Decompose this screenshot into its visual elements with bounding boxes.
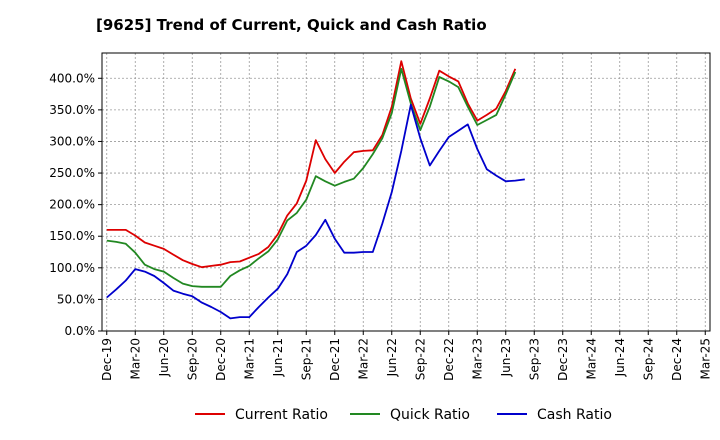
y-tick-label: 250.0% [49,166,95,180]
series-line-quick-ratio [106,67,517,288]
x-tick-label: Sep-22 [413,338,427,380]
y-tick-label: 400.0% [49,71,95,85]
x-tick-label: Dec-19 [100,338,114,381]
x-tick-label: Jun-23 [499,338,513,377]
y-tick-label: 50.0% [57,292,95,306]
x-tick-label: Mar-20 [128,338,142,379]
x-tick-label: Dec-21 [328,338,342,381]
x-tick-label: Dec-22 [442,338,456,381]
x-tick-label: Sep-20 [185,338,199,380]
x-axis-ticks: Dec-19 Mar-20 Jun-20 Sep-20 Dec-20 Mar-21 Jun-… [100,331,712,381]
x-tick-label: Sep-21 [299,338,313,380]
x-tick-label: Dec-20 [214,338,228,381]
plot-area [102,53,710,331]
x-tick-label: Jun-24 [613,338,627,377]
x-tick-label: Dec-23 [556,338,570,381]
x-tick-label: Jun-21 [271,338,285,377]
y-tick-label: 0.0% [65,324,96,338]
x-tick-label: Jun-22 [385,338,399,377]
series-line-cash-ratio [106,103,525,320]
x-tick-label: Mar-25 [698,338,712,379]
grid-lines [102,53,710,332]
legend-label-current-ratio: Current Ratio [235,407,328,423]
legend: Current Ratio Quick Ratio Cash Ratio [195,407,612,423]
legend-label-cash-ratio: Cash Ratio [537,407,612,423]
plot-border [101,52,711,332]
y-tick-label: 200.0% [49,198,95,212]
y-tick-label: 150.0% [49,229,95,243]
x-tick-label: Mar-24 [584,338,598,379]
x-tick-label: Sep-24 [641,338,655,380]
x-tick-label: Mar-22 [356,338,370,379]
chart-title: [9625] Trend of Current, Quick and Cash … [96,16,487,34]
y-tick-label: 350.0% [49,103,95,117]
x-tick-label: Dec-24 [670,338,684,381]
y-axis-ticks: 0.0% 50.0% 100.0% 150.0% 200.0% 250.0% 300.0% 3… [49,71,102,338]
x-tick-label: Mar-21 [242,338,256,379]
x-tick-label: Sep-23 [527,338,541,380]
x-tick-label: Mar-23 [470,338,484,379]
legend-label-quick-ratio: Quick Ratio [390,407,470,423]
series-line-current-ratio [106,60,517,269]
y-tick-label: 100.0% [49,261,95,275]
series-lines [106,60,525,320]
y-tick-label: 300.0% [49,134,95,148]
x-tick-label: Jun-20 [157,338,171,377]
